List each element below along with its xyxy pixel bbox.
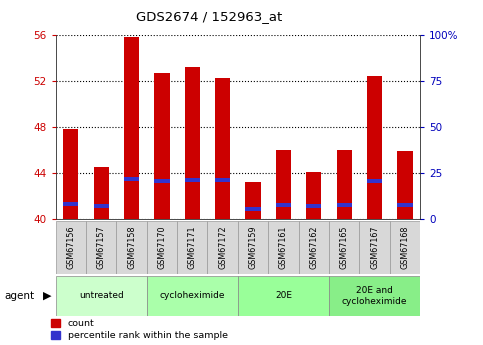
Text: cycloheximide: cycloheximide <box>159 291 225 300</box>
Bar <box>185 67 200 219</box>
Text: GSM67159: GSM67159 <box>249 226 257 269</box>
FancyBboxPatch shape <box>329 276 420 316</box>
Text: GSM67167: GSM67167 <box>370 226 379 269</box>
FancyBboxPatch shape <box>147 276 238 316</box>
Bar <box>215 78 230 219</box>
Text: GSM67161: GSM67161 <box>279 226 288 269</box>
Bar <box>154 72 170 219</box>
Text: ▶: ▶ <box>43 291 51 301</box>
Text: untreated: untreated <box>79 291 124 300</box>
FancyBboxPatch shape <box>329 221 359 274</box>
Bar <box>367 76 382 219</box>
Text: GSM67171: GSM67171 <box>188 226 197 269</box>
Bar <box>215 178 230 182</box>
FancyBboxPatch shape <box>359 221 390 274</box>
FancyBboxPatch shape <box>268 221 298 274</box>
Bar <box>63 129 78 219</box>
Bar <box>63 202 78 206</box>
Text: GSM67162: GSM67162 <box>309 226 318 269</box>
FancyBboxPatch shape <box>390 221 420 274</box>
Bar <box>276 150 291 219</box>
Bar <box>124 37 139 219</box>
FancyBboxPatch shape <box>147 221 177 274</box>
Text: GSM67165: GSM67165 <box>340 226 349 269</box>
Text: 20E: 20E <box>275 291 292 300</box>
Bar <box>276 203 291 207</box>
Text: GSM67156: GSM67156 <box>66 226 75 269</box>
Bar <box>185 178 200 182</box>
Bar <box>337 150 352 219</box>
Text: 20E and
cycloheximide: 20E and cycloheximide <box>342 286 407 306</box>
Text: GSM67158: GSM67158 <box>127 226 136 269</box>
FancyBboxPatch shape <box>116 221 147 274</box>
Text: agent: agent <box>5 291 35 301</box>
Bar <box>398 151 412 219</box>
FancyBboxPatch shape <box>238 276 329 316</box>
Bar <box>398 203 412 207</box>
Text: GDS2674 / 152963_at: GDS2674 / 152963_at <box>136 10 282 23</box>
Bar <box>337 203 352 207</box>
FancyBboxPatch shape <box>86 221 116 274</box>
Bar <box>306 204 322 208</box>
Bar <box>245 207 261 211</box>
Bar <box>94 204 109 208</box>
FancyBboxPatch shape <box>56 221 86 274</box>
Bar <box>154 179 170 183</box>
Text: GSM67168: GSM67168 <box>400 226 410 269</box>
FancyBboxPatch shape <box>208 221 238 274</box>
Text: GSM67170: GSM67170 <box>157 226 167 269</box>
Bar <box>124 177 139 181</box>
FancyBboxPatch shape <box>56 276 147 316</box>
FancyBboxPatch shape <box>177 221 208 274</box>
Bar <box>94 167 109 219</box>
FancyBboxPatch shape <box>298 221 329 274</box>
Text: GSM67172: GSM67172 <box>218 226 227 269</box>
Bar <box>245 182 261 219</box>
Legend: count, percentile rank within the sample: count, percentile rank within the sample <box>51 319 227 340</box>
FancyBboxPatch shape <box>238 221 268 274</box>
Bar <box>367 179 382 183</box>
Bar <box>306 172 322 219</box>
Text: GSM67157: GSM67157 <box>97 226 106 269</box>
